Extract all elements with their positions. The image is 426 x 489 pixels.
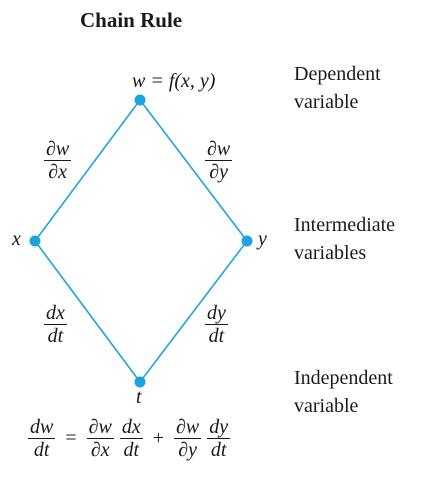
formula-term1-b-num: dx: [119, 416, 143, 439]
formula-lhs: dw dt: [28, 416, 56, 461]
formula-term2-b: dy dt: [207, 416, 231, 461]
node-w-dot: [134, 94, 146, 106]
formula-term2-b-den: dt: [210, 439, 227, 461]
formula-term1-a: ∂w ∂x: [86, 416, 114, 461]
formula-lhs-num: dw: [28, 416, 56, 439]
label-independent-line1: Independent: [294, 367, 393, 389]
node-t-dot: [134, 376, 146, 388]
edge-label-dy-dt-den: dt: [208, 325, 225, 347]
node-y-label: y: [258, 228, 267, 250]
label-independent-variable: Independent variable: [294, 364, 393, 420]
edge-label-dw-dy-num: ∂w: [205, 138, 233, 161]
label-intermediate-line2: variables: [294, 242, 367, 264]
edge-x-t: [34, 240, 141, 383]
node-y-dot: [241, 235, 253, 247]
label-dependent-line2: variable: [294, 91, 359, 113]
formula-term2-a-num: ∂w: [174, 416, 202, 439]
label-intermediate-line1: Intermediate: [294, 214, 396, 236]
formula-plus: +: [152, 427, 165, 449]
chain-rule-formula: dw dt = ∂w ∂x dx dt + ∂w ∂y dy dt: [28, 416, 231, 461]
node-w-label: w = f(x, y): [132, 70, 216, 92]
edge-w-x: [34, 99, 141, 242]
edge-label-dw-dx-den: ∂x: [48, 161, 67, 183]
node-t-label: t: [136, 386, 142, 408]
formula-term1-b: dx dt: [119, 416, 143, 461]
formula-term2-a-den: ∂y: [178, 439, 198, 461]
edge-label-dy-dt-num: dy: [205, 302, 228, 325]
edge-label-dx-dt-num: dx: [44, 302, 67, 325]
formula-term1-a-den: ∂x: [90, 439, 110, 461]
formula-lhs-den: dt: [33, 439, 50, 461]
edge-w-y: [139, 99, 248, 242]
edge-label-dw-dy: ∂w ∂y: [205, 138, 233, 183]
formula-term1-b-den: dt: [123, 439, 140, 461]
formula-term2-b-num: dy: [207, 416, 231, 439]
label-dependent-line1: Dependent: [294, 63, 381, 85]
label-independent-line2: variable: [294, 395, 359, 417]
label-dependent-variable: Dependent variable: [294, 60, 381, 116]
edge-label-dx-dt: dx dt: [44, 302, 67, 347]
edge-y-t: [139, 240, 248, 383]
label-intermediate-variables: Intermediate variables: [294, 211, 395, 267]
edge-label-dy-dt: dy dt: [205, 302, 228, 347]
edge-label-dx-dt-den: dt: [47, 325, 64, 347]
edge-label-dw-dx: ∂w ∂x: [44, 138, 72, 183]
formula-term1-a-num: ∂w: [86, 416, 114, 439]
formula-term2-a: ∂w ∂y: [174, 416, 202, 461]
edge-label-dw-dx-num: ∂w: [44, 138, 72, 161]
edge-label-dw-dy-den: ∂y: [209, 161, 228, 183]
node-x-label: x: [12, 228, 21, 250]
node-x-dot: [29, 235, 41, 247]
formula-equals: =: [65, 427, 77, 449]
diagram-title: Chain Rule: [80, 8, 183, 32]
